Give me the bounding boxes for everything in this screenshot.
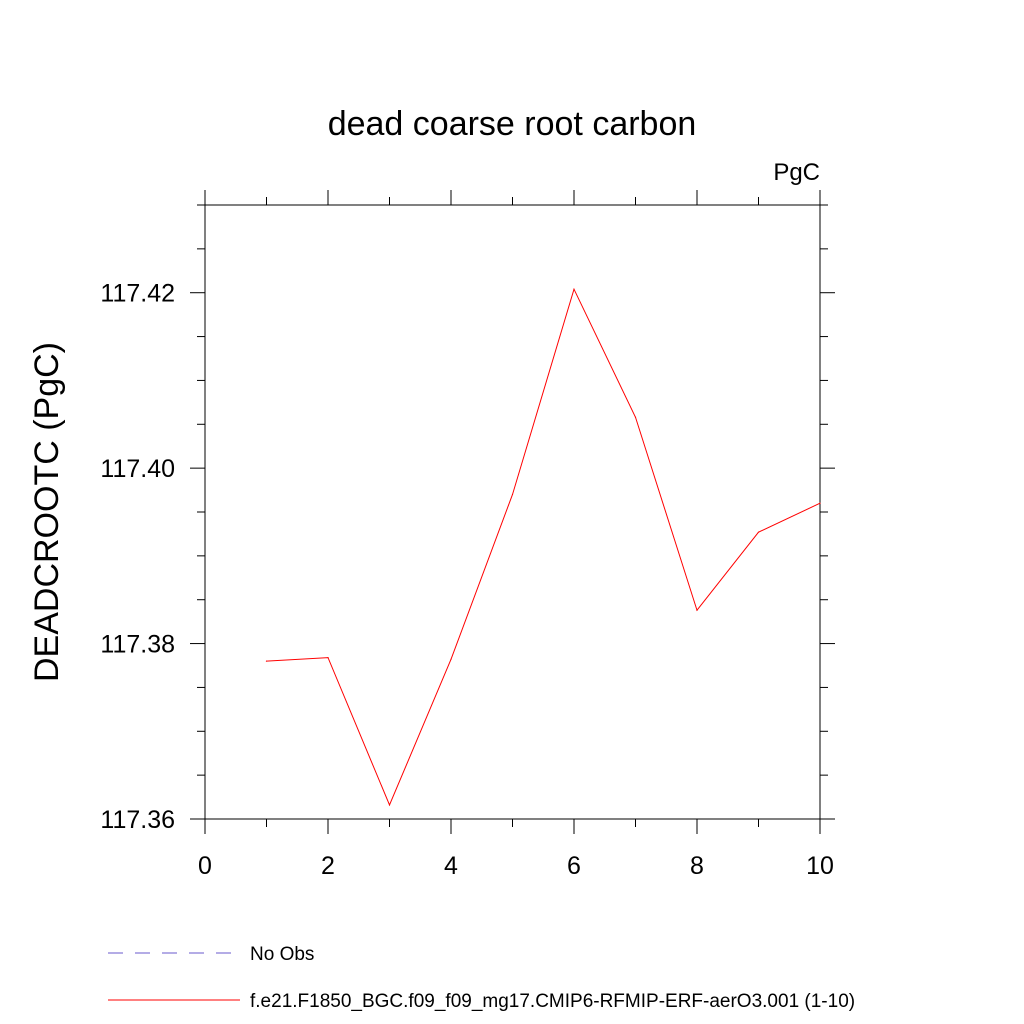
data-point — [388, 804, 391, 806]
data-point — [757, 531, 760, 533]
series-line-0 — [266, 287, 821, 807]
legend-label-no-obs: No Obs — [250, 944, 314, 965]
data-point — [450, 658, 452, 660]
x-tick-label: 0 — [198, 852, 212, 880]
data-point — [511, 493, 514, 496]
data-point — [573, 288, 575, 290]
x-tick-label: 4 — [444, 852, 458, 880]
y-tick-label: 117.38 — [100, 631, 175, 659]
y-tick-label: 117.42 — [100, 280, 175, 308]
y-tick-label: 117.40 — [100, 455, 175, 483]
y-tick-label: 117.36 — [100, 806, 175, 834]
legend-label-model-run: f.e21.F1850_BGC.f09_f09_mg17.CMIP6-RFMIP… — [250, 991, 855, 1012]
chart-title: dead coarse root carbon — [328, 105, 697, 143]
units-label: PgC — [773, 159, 820, 186]
x-tick-label: 2 — [321, 852, 335, 880]
x-tick-label: 8 — [690, 852, 704, 880]
data-point — [327, 657, 329, 659]
data-point — [696, 609, 698, 611]
y-axis-label: DEADCROOTC (PgC) — [28, 342, 66, 682]
series-layer — [265, 287, 821, 807]
data-point — [819, 502, 821, 504]
axes: 0 2 4 6 8 10 117.36 117.38 117.40 117.42 — [100, 190, 835, 880]
data-point — [265, 660, 268, 662]
x-tick-label: 10 — [806, 852, 834, 880]
plot-frame — [204, 204, 821, 820]
x-tick-label: 6 — [567, 852, 581, 880]
legend: No Obs f.e21.F1850_BGC.f09_f09_mg17.CMIP… — [108, 944, 855, 1012]
data-point — [634, 416, 637, 418]
